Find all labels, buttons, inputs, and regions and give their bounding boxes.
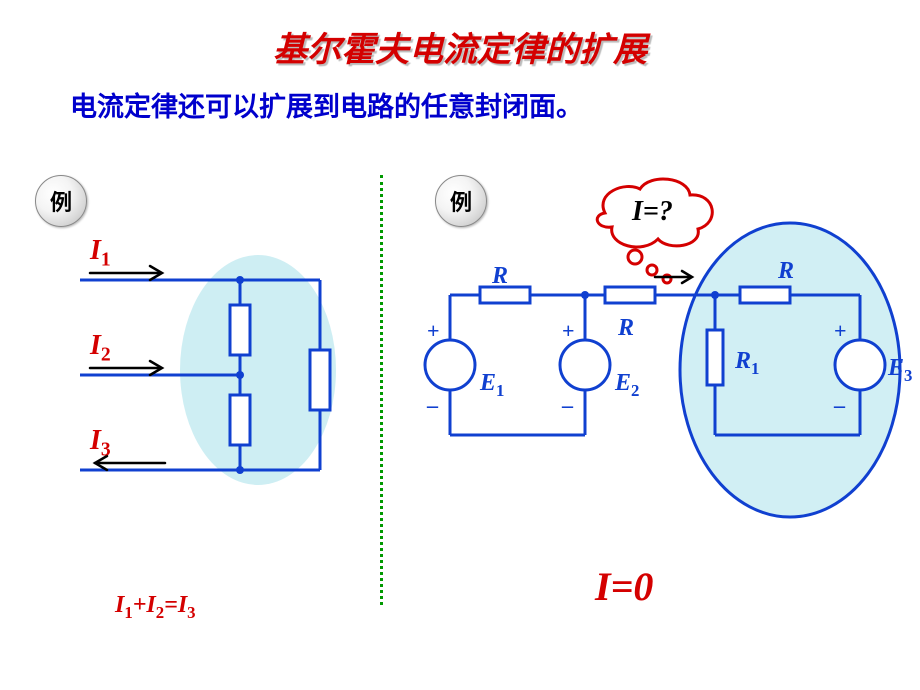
vertical-divider	[380, 175, 383, 605]
label-r1: R1	[735, 348, 759, 379]
page-subtitle: 电流定律还可以扩展到电路的任意封闭面。	[70, 85, 583, 124]
left-equation-text: I1+I2=I3	[115, 592, 196, 618]
right-result: I=0	[595, 563, 653, 610]
minus-e3: _	[834, 385, 845, 411]
minus-e2: _	[562, 385, 573, 411]
minus-e1: _	[427, 385, 438, 411]
plus-e3: +	[834, 318, 847, 344]
label-e3: E3	[888, 355, 912, 386]
left-equation: I1+I2=I3	[115, 592, 196, 623]
right-circuit-svg	[420, 175, 920, 545]
right-result-text: I=0	[595, 564, 653, 609]
label-e1: E1	[480, 370, 504, 401]
label-r-top-right: R	[778, 258, 794, 285]
label-i2: I2	[90, 330, 111, 367]
label-i3: I3	[90, 425, 111, 462]
plus-e2: +	[562, 318, 575, 344]
label-e2: E2	[615, 370, 639, 401]
label-r-middle: R	[618, 315, 634, 342]
example-label: 例	[50, 185, 72, 217]
right-diagram	[420, 175, 920, 545]
plus-e1: +	[427, 318, 440, 344]
label-i1: I1	[90, 235, 111, 272]
thought-bubble	[597, 179, 712, 283]
page-title: 基尔霍夫电流定律的扩展	[0, 22, 920, 71]
label-r-top-left: R	[492, 263, 508, 290]
bubble-text: I=?	[632, 196, 673, 228]
